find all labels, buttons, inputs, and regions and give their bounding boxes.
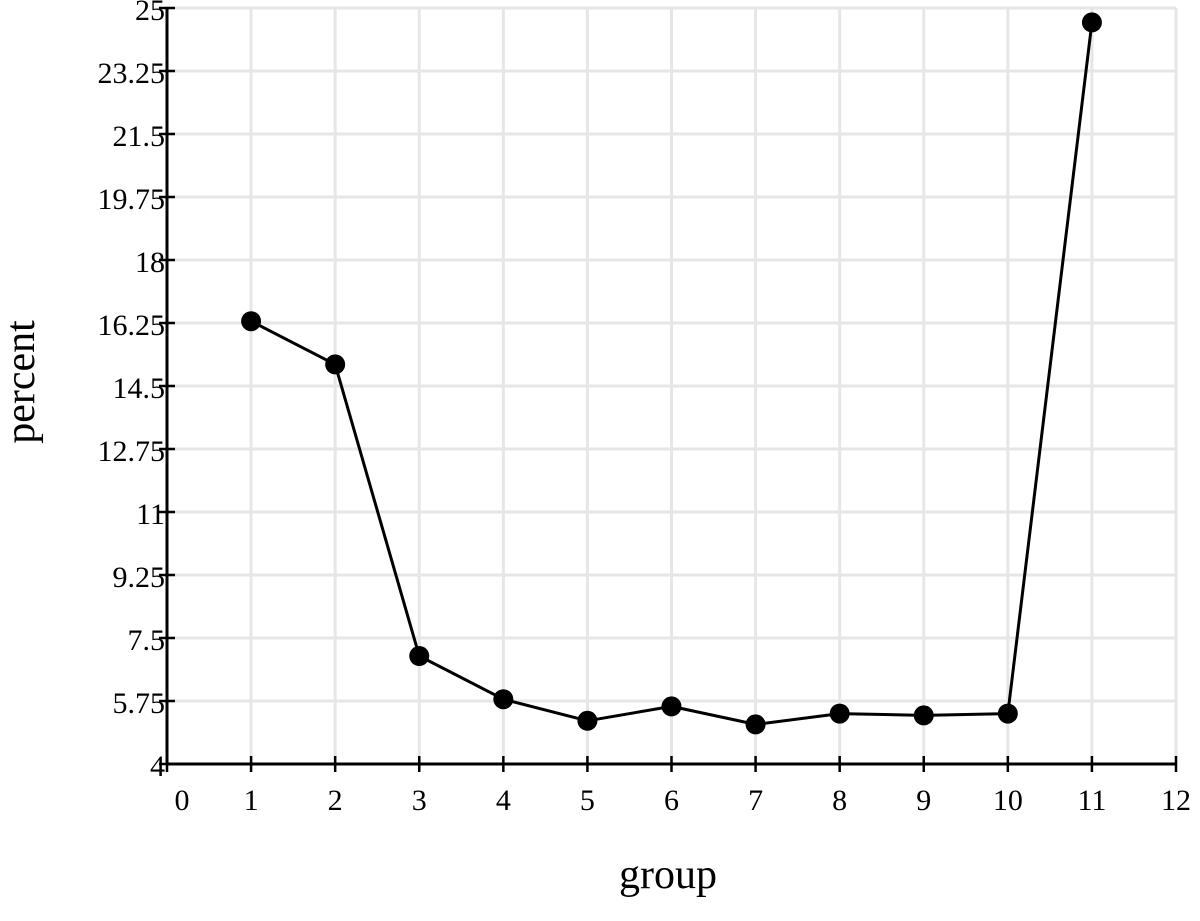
x-tick-label: 0 — [175, 784, 190, 817]
x-axis-title: group — [619, 852, 717, 898]
y-axis-title: percent — [0, 320, 44, 444]
data-point — [325, 354, 346, 375]
y-tick-label: 19.75 — [98, 183, 166, 216]
x-tick-label: 4 — [496, 784, 511, 817]
data-point — [241, 311, 262, 332]
x-tick-label: 11 — [1077, 784, 1106, 817]
x-tick-label: 6 — [664, 784, 679, 817]
x-tick-label: 10 — [993, 784, 1023, 817]
data-point — [997, 703, 1018, 724]
x-tick-label: 8 — [832, 784, 847, 817]
data-point — [409, 646, 430, 666]
tick-labels: 0 1 2 3 4 5 6 7 8 9 10 11 1245.757.59.251112.7514.51… — [98, 0, 1192, 817]
data-point — [1081, 12, 1102, 33]
series-group — [241, 12, 1102, 735]
x-tick-label: 1 — [244, 784, 259, 817]
y-tick-label: 16.25 — [98, 309, 166, 342]
data-point — [829, 703, 850, 724]
data-point — [493, 689, 514, 710]
y-tick-label: 21.5 — [113, 120, 166, 153]
x-tick-label: 2 — [328, 784, 343, 817]
y-tick-label: 14.5 — [113, 372, 166, 405]
x-tick-label: 12 — [1161, 784, 1191, 817]
y-tick-label: 12.75 — [98, 435, 166, 468]
y-tick-label: 4 — [150, 750, 165, 783]
y-tick-label: 7.5 — [128, 624, 166, 657]
axes — [159, 6, 1178, 772]
y-tick-label: 5.75 — [113, 687, 166, 720]
y-tick-label: 18 — [135, 246, 165, 279]
x-tick-label: 5 — [580, 784, 595, 817]
data-point — [745, 714, 766, 735]
x-tick-label: 9 — [916, 784, 931, 817]
y-tick-label: 23.25 — [98, 57, 166, 90]
data-point — [661, 696, 682, 717]
data-point — [913, 705, 934, 726]
x-tick-label: 3 — [412, 784, 427, 817]
x-tick-label: 7 — [748, 784, 763, 817]
y-tick-label: 9.25 — [113, 561, 166, 594]
grid — [167, 6, 1178, 764]
y-tick-label: 25 — [135, 0, 165, 27]
data-point — [577, 710, 598, 731]
y-tick-label: 11 — [136, 498, 165, 531]
